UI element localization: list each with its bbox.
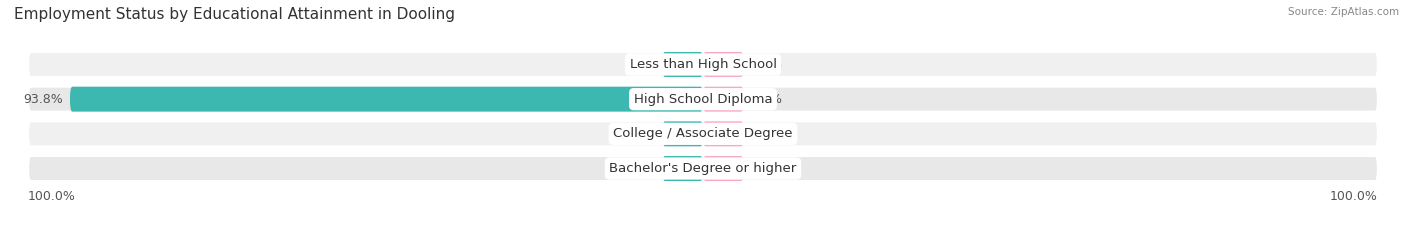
Text: Bachelor's Degree or higher: Bachelor's Degree or higher xyxy=(609,162,797,175)
FancyBboxPatch shape xyxy=(662,52,703,77)
Text: High School Diploma: High School Diploma xyxy=(634,93,772,106)
FancyBboxPatch shape xyxy=(662,156,703,181)
Text: 93.8%: 93.8% xyxy=(24,93,63,106)
Text: Less than High School: Less than High School xyxy=(630,58,776,71)
Legend: In Labor Force, Unemployed: In Labor Force, Unemployed xyxy=(589,229,817,233)
FancyBboxPatch shape xyxy=(28,87,1378,112)
FancyBboxPatch shape xyxy=(28,156,1378,181)
FancyBboxPatch shape xyxy=(703,52,744,77)
FancyBboxPatch shape xyxy=(28,121,1378,146)
Text: 0.0%: 0.0% xyxy=(624,127,655,140)
Text: 0.0%: 0.0% xyxy=(751,127,782,140)
Text: Source: ZipAtlas.com: Source: ZipAtlas.com xyxy=(1288,7,1399,17)
FancyBboxPatch shape xyxy=(70,87,703,112)
FancyBboxPatch shape xyxy=(703,156,744,181)
Text: College / Associate Degree: College / Associate Degree xyxy=(613,127,793,140)
Text: 100.0%: 100.0% xyxy=(1330,190,1378,203)
Text: 100.0%: 100.0% xyxy=(28,190,76,203)
Text: 0.0%: 0.0% xyxy=(751,93,782,106)
FancyBboxPatch shape xyxy=(662,121,703,146)
FancyBboxPatch shape xyxy=(28,52,1378,77)
Text: 0.0%: 0.0% xyxy=(751,58,782,71)
Text: 0.0%: 0.0% xyxy=(624,162,655,175)
FancyBboxPatch shape xyxy=(703,87,744,112)
FancyBboxPatch shape xyxy=(703,121,744,146)
Text: 0.0%: 0.0% xyxy=(751,162,782,175)
Text: 0.0%: 0.0% xyxy=(624,58,655,71)
Text: Employment Status by Educational Attainment in Dooling: Employment Status by Educational Attainm… xyxy=(14,7,456,22)
